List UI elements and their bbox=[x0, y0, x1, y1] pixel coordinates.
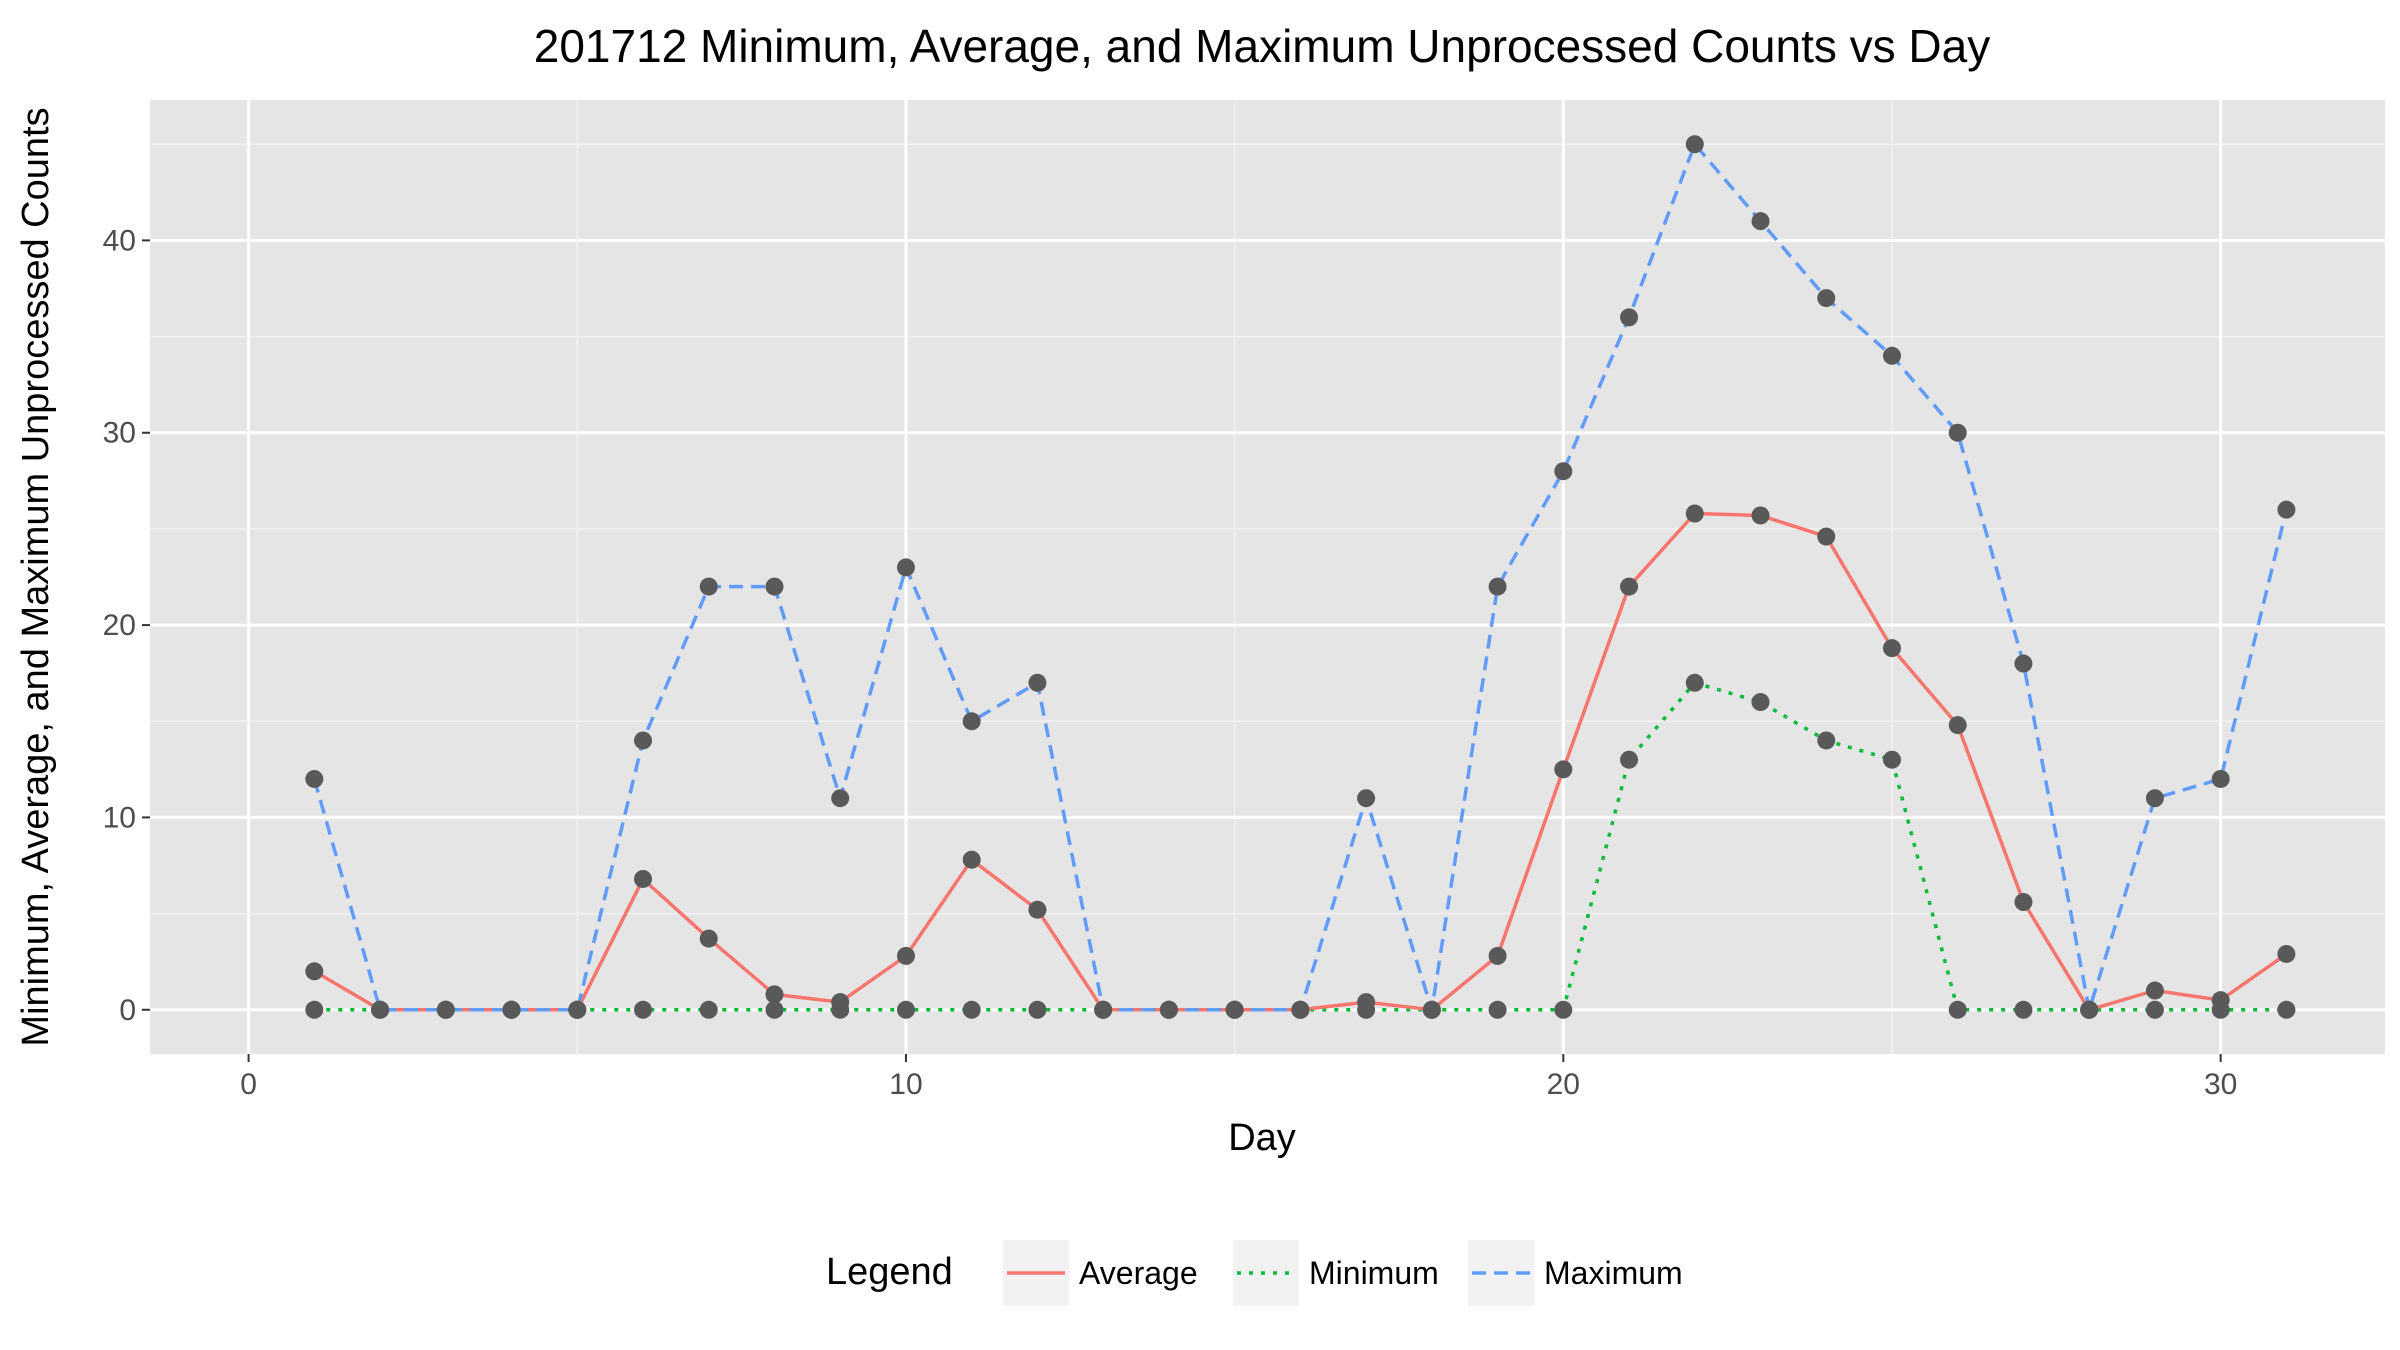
data-point-maximum bbox=[1357, 789, 1376, 808]
data-point-minimum bbox=[1357, 1000, 1376, 1019]
data-point-minimum bbox=[1882, 750, 1901, 769]
data-point-average bbox=[699, 929, 718, 948]
y-tick-label: 40 bbox=[103, 224, 136, 257]
data-point-average bbox=[962, 850, 981, 869]
data-point-maximum bbox=[1488, 577, 1507, 596]
data-point-maximum bbox=[1817, 289, 1836, 308]
data-point-maximum bbox=[2277, 500, 2296, 519]
data-point-minimum bbox=[2277, 1000, 2296, 1019]
data-point-average bbox=[2145, 981, 2164, 1000]
legend-title: Legend bbox=[826, 1251, 953, 1293]
data-point-maximum bbox=[962, 712, 981, 731]
x-tick-label: 0 bbox=[240, 1068, 257, 1101]
data-point-maximum bbox=[2014, 654, 2033, 673]
data-point-maximum bbox=[1620, 308, 1639, 327]
y-tick-label: 30 bbox=[103, 417, 136, 450]
data-point-minimum bbox=[305, 1000, 324, 1019]
y-tick-label: 10 bbox=[103, 801, 136, 834]
data-point-minimum bbox=[2014, 1000, 2033, 1019]
x-axis-title: Day bbox=[1228, 1117, 1296, 1159]
data-point-minimum bbox=[1751, 693, 1770, 712]
data-point-maximum bbox=[699, 577, 718, 596]
plot-panel bbox=[150, 100, 2385, 1054]
data-point-average bbox=[1488, 946, 1507, 965]
x-tick-label: 10 bbox=[889, 1068, 922, 1101]
data-point-minimum bbox=[1948, 1000, 1967, 1019]
data-point-maximum bbox=[2211, 769, 2230, 788]
data-point-maximum bbox=[1751, 212, 1770, 231]
data-point-average bbox=[765, 985, 784, 1004]
data-point-minimum bbox=[1554, 1000, 1573, 1019]
data-point-maximum bbox=[568, 1000, 587, 1019]
data-point-minimum bbox=[2211, 1000, 2230, 1019]
data-point-maximum bbox=[634, 731, 653, 750]
data-point-minimum bbox=[962, 1000, 981, 1019]
data-point-average bbox=[1882, 639, 1901, 658]
data-point-maximum bbox=[896, 558, 915, 577]
data-point-maximum bbox=[1948, 423, 1967, 442]
data-point-maximum bbox=[1159, 1000, 1178, 1019]
data-point-maximum bbox=[1882, 346, 1901, 365]
data-point-average bbox=[1751, 506, 1770, 525]
data-point-maximum bbox=[502, 1000, 521, 1019]
data-point-maximum bbox=[2145, 789, 2164, 808]
data-point-average bbox=[2277, 944, 2296, 963]
y-tick-label: 0 bbox=[119, 994, 136, 1027]
chart-title: 201712 Minimum, Average, and Maximum Unp… bbox=[534, 20, 1991, 72]
data-point-average bbox=[1685, 504, 1704, 523]
data-point-minimum bbox=[1488, 1000, 1507, 1019]
panel-background bbox=[150, 100, 2385, 1054]
data-point-maximum bbox=[831, 789, 850, 808]
data-point-maximum bbox=[1291, 1000, 1310, 1019]
legend-label-average: Average bbox=[1079, 1255, 1198, 1291]
legend-key-minimum bbox=[1233, 1240, 1299, 1306]
data-point-minimum bbox=[831, 1000, 850, 1019]
legend-label-minimum: Minimum bbox=[1309, 1255, 1439, 1291]
x-tick-label: 20 bbox=[1547, 1068, 1580, 1101]
data-point-minimum bbox=[1817, 731, 1836, 750]
data-point-maximum bbox=[765, 577, 784, 596]
data-point-maximum bbox=[1422, 1000, 1441, 1019]
data-point-average bbox=[634, 869, 653, 888]
data-point-minimum bbox=[1028, 1000, 1047, 1019]
data-point-average bbox=[2014, 893, 2033, 912]
data-point-average bbox=[305, 962, 324, 981]
data-point-minimum bbox=[896, 1000, 915, 1019]
data-point-maximum bbox=[1685, 135, 1704, 154]
data-point-average bbox=[896, 946, 915, 965]
data-point-average bbox=[1620, 577, 1639, 596]
data-point-minimum bbox=[2145, 1000, 2164, 1019]
x-tick-label: 30 bbox=[2204, 1068, 2237, 1101]
x-axis-ticks: 0 10 20 30 bbox=[240, 1054, 2237, 1101]
data-point-average bbox=[1028, 900, 1047, 919]
data-points bbox=[305, 135, 2296, 1019]
data-point-average bbox=[1948, 716, 1967, 735]
data-point-minimum bbox=[634, 1000, 653, 1019]
data-point-maximum bbox=[371, 1000, 390, 1019]
y-axis-ticks: 0 10 20 30 40 bbox=[103, 224, 150, 1027]
data-point-maximum bbox=[1225, 1000, 1244, 1019]
legend-label-maximum: Maximum bbox=[1544, 1255, 1683, 1291]
data-point-minimum bbox=[765, 1000, 784, 1019]
y-tick-label: 20 bbox=[103, 609, 136, 642]
data-point-maximum bbox=[305, 769, 324, 788]
data-point-maximum bbox=[436, 1000, 455, 1019]
data-point-minimum bbox=[1685, 673, 1704, 692]
data-point-average bbox=[1817, 527, 1836, 546]
data-point-minimum bbox=[699, 1000, 718, 1019]
legend: Legend Average Minimum Maximum bbox=[826, 1240, 1683, 1306]
data-point-average bbox=[1554, 760, 1573, 779]
y-axis-title: Minimum, Average, and Maximum Unprocesse… bbox=[15, 107, 57, 1046]
data-point-maximum bbox=[1028, 673, 1047, 692]
data-point-minimum bbox=[1620, 750, 1639, 769]
data-point-maximum bbox=[1094, 1000, 1113, 1019]
data-point-maximum bbox=[2080, 1000, 2099, 1019]
data-point-maximum bbox=[1554, 462, 1573, 481]
